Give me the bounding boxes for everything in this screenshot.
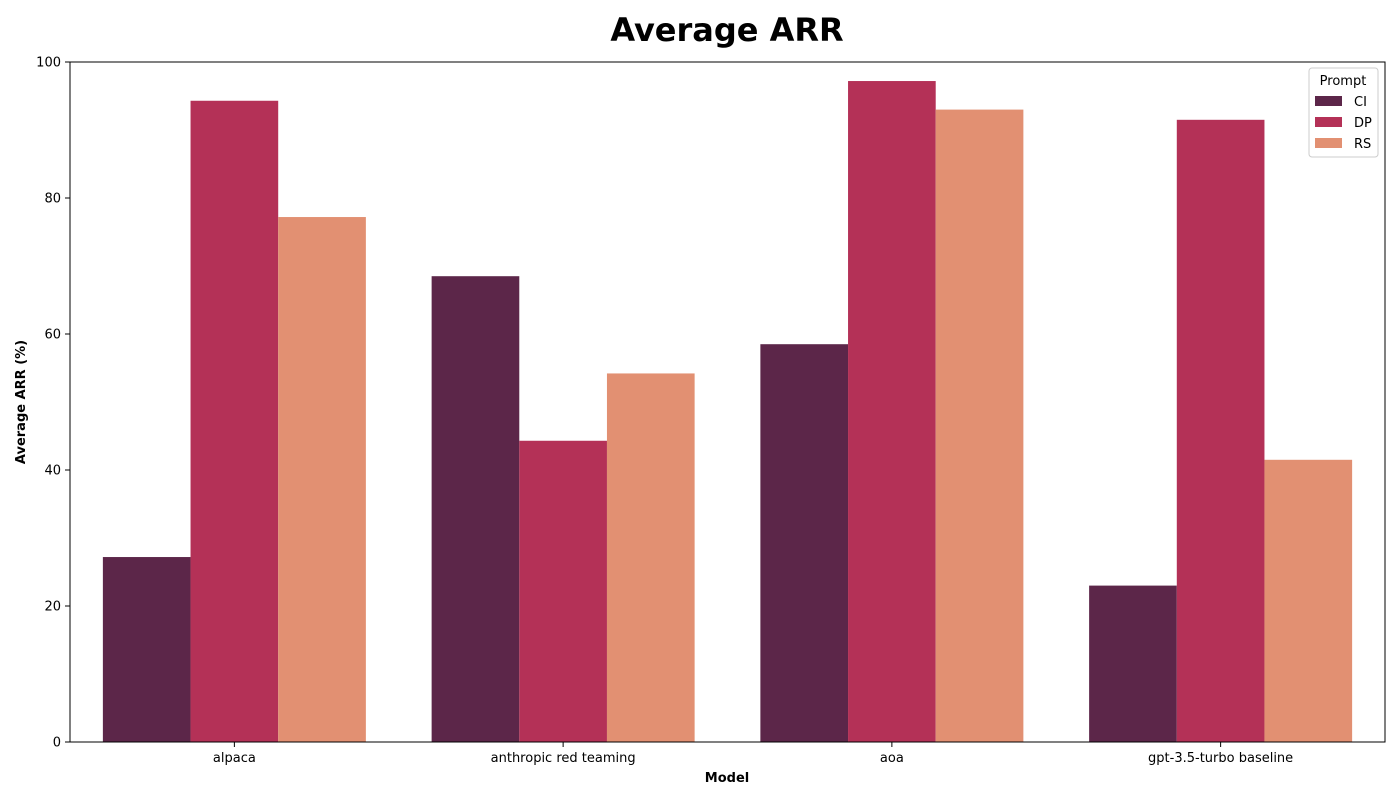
bar-ci-0	[102, 557, 191, 742]
y-tick-label: 20	[44, 600, 61, 615]
legend-label-ci: CI	[1354, 95, 1367, 110]
bar-dp-2	[848, 81, 936, 743]
bar-rs-2	[935, 109, 1024, 743]
bar-dp-1	[519, 440, 607, 742]
legend-box	[1308, 67, 1379, 158]
x-tick-label: alpaca	[213, 751, 256, 766]
bar-rs-0	[278, 217, 366, 743]
plot-frame	[69, 61, 1386, 743]
y-tick-label: 0	[53, 736, 61, 751]
legend-swatch-ci	[1315, 96, 1342, 106]
bar-dp-3	[1176, 119, 1265, 743]
bar-rs-1	[606, 373, 695, 742]
y-tick-label: 80	[44, 192, 61, 207]
bar-ci-1	[431, 276, 520, 742]
x-axis: alpaca anthropic red teaming aoa gpt-3.5-tu…	[213, 742, 1293, 766]
bar-rs-3	[1264, 459, 1353, 742]
x-axis-title: Model	[705, 771, 749, 786]
legend-swatch-rs	[1315, 138, 1342, 148]
y-tick-label: 100	[36, 56, 61, 71]
x-tick-label: gpt-3.5-turbo baseline	[1148, 751, 1293, 766]
legend-label-rs: RS	[1354, 137, 1371, 152]
chart-title: Average ARR	[610, 11, 843, 49]
bars-group	[102, 81, 1353, 743]
y-axis: 0 20 40 60 80 100	[36, 56, 70, 751]
x-tick-label: anthropic red teaming	[491, 751, 636, 766]
bar-ci-3	[1089, 585, 1177, 742]
legend: Prompt CI DP RS	[1308, 67, 1379, 158]
bar-dp-0	[190, 100, 279, 742]
x-tick-label: aoa	[880, 751, 904, 766]
y-tick-label: 40	[44, 464, 61, 479]
legend-items: CI DP RS	[1315, 95, 1372, 152]
legend-label-dp: DP	[1354, 116, 1372, 131]
y-tick-label: 60	[44, 328, 61, 343]
legend-swatch-dp	[1315, 117, 1342, 127]
y-axis-title: Average ARR (%)	[14, 340, 29, 464]
legend-title: Prompt	[1320, 74, 1367, 89]
bar-ci-2	[760, 344, 849, 742]
